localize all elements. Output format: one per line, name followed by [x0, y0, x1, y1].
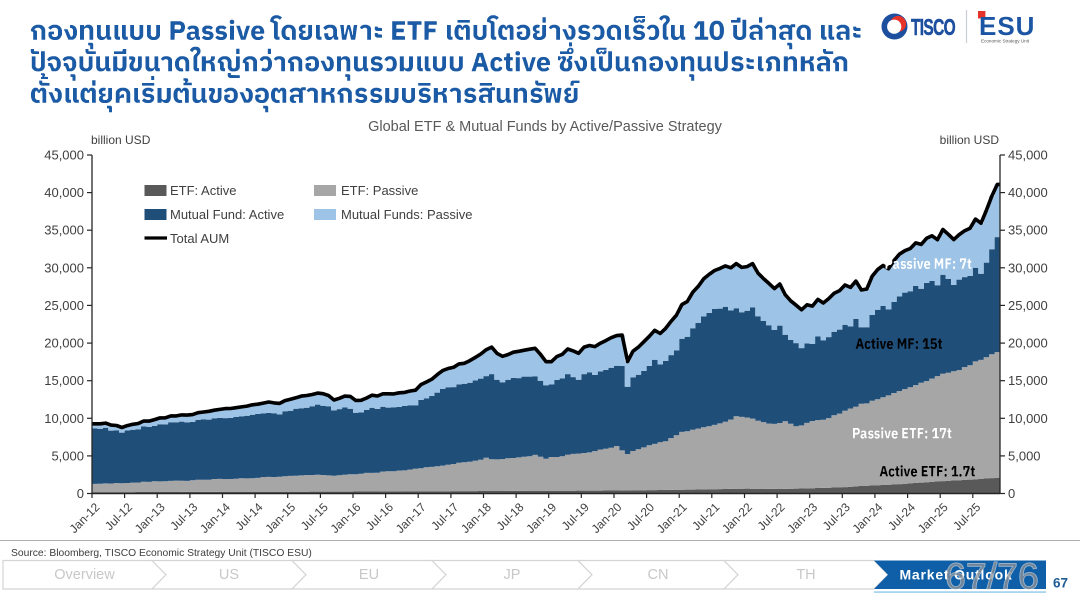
svg-text:Mutual Funds: Passive: Mutual Funds: Passive	[341, 207, 473, 222]
svg-text:67/76: 67/76	[945, 555, 1039, 593]
svg-text:Mutual Fund: Active: Mutual Fund: Active	[170, 207, 284, 222]
svg-text:Overview: Overview	[54, 567, 115, 583]
svg-text:67: 67	[1053, 576, 1068, 591]
svg-text:billion USD: billion USD	[940, 133, 1000, 147]
svg-text:20,000: 20,000	[44, 336, 84, 351]
svg-text:20,000: 20,000	[1008, 336, 1048, 351]
svg-text:35,000: 35,000	[44, 223, 84, 238]
svg-text:EU: EU	[359, 567, 379, 583]
svg-text:Market Outlook: Market Outlook	[899, 567, 1012, 583]
svg-text:US: US	[219, 567, 239, 583]
svg-text:15,000: 15,000	[44, 373, 84, 388]
svg-text:TISCO: TISCO	[911, 14, 955, 40]
svg-text:Total AUM: Total AUM	[170, 231, 229, 246]
svg-text:0: 0	[77, 486, 84, 501]
svg-text:0: 0	[1008, 486, 1015, 501]
svg-text:30,000: 30,000	[44, 260, 84, 275]
svg-text:ETF: Active: ETF: Active	[170, 183, 236, 198]
svg-text:5,000: 5,000	[1008, 448, 1041, 463]
svg-text:5,000: 5,000	[51, 448, 84, 463]
svg-text:45,000: 45,000	[1008, 148, 1048, 163]
svg-text:45,000: 45,000	[44, 148, 84, 163]
svg-text:CN: CN	[648, 567, 669, 583]
svg-text:billion USD: billion USD	[91, 133, 151, 147]
svg-text:Global ETF & Mutual Funds by A: Global ETF & Mutual Funds by Active/Pass…	[368, 119, 723, 135]
svg-text:JP: JP	[504, 567, 521, 583]
svg-text:40,000: 40,000	[1008, 185, 1048, 200]
svg-text:TH: TH	[796, 567, 815, 583]
svg-text:10,000: 10,000	[44, 411, 84, 426]
svg-text:ESU: ESU	[979, 11, 1035, 41]
svg-text:10,000: 10,000	[1008, 411, 1048, 426]
svg-text:40,000: 40,000	[44, 185, 84, 200]
svg-text:Source: Bloomberg, TISCO Econo: Source: Bloomberg, TISCO Economic Strate…	[11, 548, 312, 559]
svg-text:25,000: 25,000	[44, 298, 84, 313]
svg-text:35,000: 35,000	[1008, 223, 1048, 238]
svg-text:25,000: 25,000	[1008, 298, 1048, 313]
svg-text:ETF: Passive: ETF: Passive	[341, 183, 418, 198]
svg-text:15,000: 15,000	[1008, 373, 1048, 388]
svg-text:Economic Strategy Unit: Economic Strategy Unit	[981, 39, 1030, 44]
svg-text:30,000: 30,000	[1008, 260, 1048, 275]
